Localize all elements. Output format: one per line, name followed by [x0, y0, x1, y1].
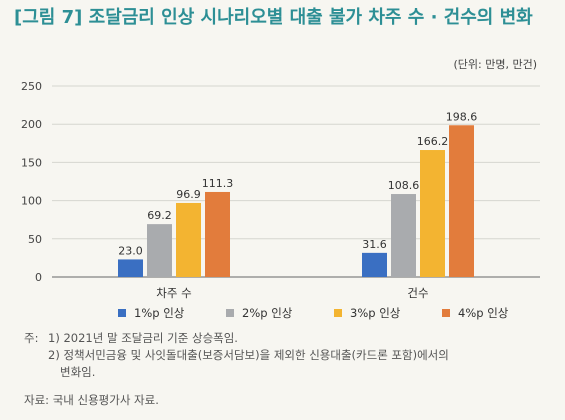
x-category-label: 건수: [407, 286, 428, 300]
source-note: 자료: 국내 신용평가사 자료.: [24, 393, 159, 407]
footnote-1: 1) 2021년 말 조달금리 기준 상승폭임.: [48, 331, 238, 345]
legend-swatch: [442, 309, 450, 317]
y-tick-label: 100: [21, 195, 42, 208]
bar: [362, 252, 387, 277]
data-label: 108.6: [388, 179, 420, 192]
y-tick-label: 150: [21, 156, 42, 169]
data-label: 198.6: [446, 110, 478, 123]
bar: [449, 125, 474, 278]
data-label: 69.2: [147, 209, 172, 222]
bar: [205, 191, 230, 277]
data-label: 96.9: [176, 188, 201, 201]
legend-label: 4%p 인상: [458, 306, 509, 320]
y-tick-label: 250: [21, 80, 42, 93]
y-tick-label: 0: [35, 271, 42, 284]
data-label: 166.2: [417, 135, 449, 148]
data-label: 23.0: [118, 244, 143, 257]
footnotes: 주: 1) 2021년 말 조달금리 기준 상승폭임. 2) 정책서민금융 및 …: [24, 330, 554, 381]
legend-label: 1%p 인상: [134, 306, 185, 320]
legend-swatch: [118, 309, 126, 317]
data-label: 111.3: [202, 177, 234, 190]
bar: [118, 259, 143, 277]
footnote-2-cont: 변화임.: [60, 365, 96, 379]
legend-swatch: [226, 309, 234, 317]
chart-title: [그림 7] 조달금리 인상 시나리오별 대출 불가 차주 수 · 건수의 변화: [14, 7, 533, 28]
bar: [147, 224, 172, 277]
unit-label: (단위: 만명, 만건): [453, 58, 538, 71]
bar: [391, 194, 416, 277]
legend-swatch: [334, 309, 342, 317]
bar: [176, 202, 201, 277]
bar: [420, 150, 445, 277]
data-label: 31.6: [362, 238, 387, 251]
legend-label: 2%p 인상: [242, 306, 293, 320]
y-tick-label: 200: [21, 118, 42, 131]
footnote-label: 주:: [24, 331, 39, 345]
x-category-label: 차주 수: [156, 286, 191, 300]
legend-label: 3%p 인상: [350, 306, 401, 320]
y-tick-label: 50: [28, 233, 42, 246]
footnote-2: 2) 정책서민금융 및 사잇돌대출(보증서담보)을 제외한 신용대출(카드론 포…: [48, 348, 449, 362]
